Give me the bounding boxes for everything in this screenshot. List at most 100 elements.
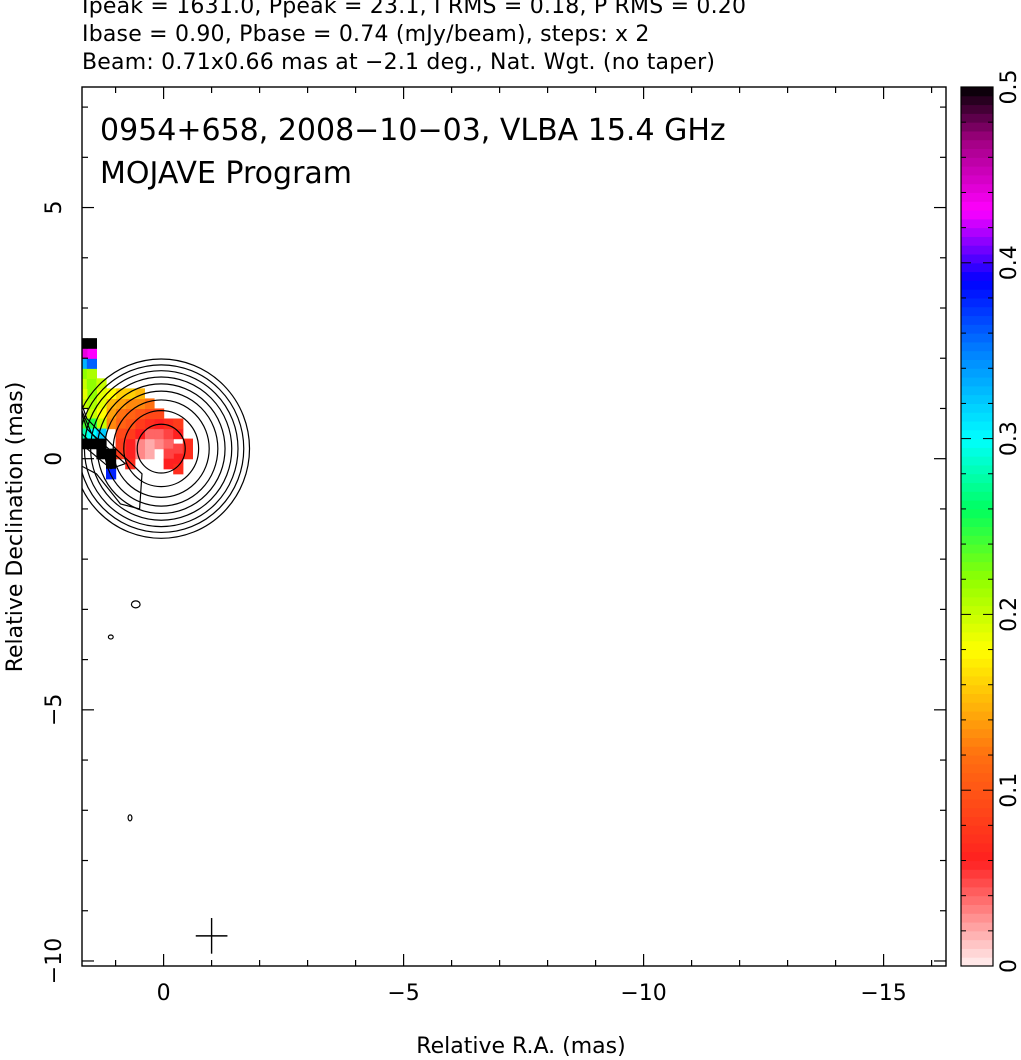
colorbar-band xyxy=(961,421,993,431)
colorbar-band xyxy=(961,878,993,888)
polarization-cell xyxy=(96,388,107,400)
polarization-cell xyxy=(134,448,145,460)
core-contour xyxy=(90,376,233,521)
jet-contour xyxy=(82,409,126,470)
y-tick-label: 5 xyxy=(42,201,67,215)
polarization-cell xyxy=(106,448,117,460)
colorbar-band xyxy=(961,508,993,519)
polarization-cell xyxy=(115,408,126,420)
polarization-cell xyxy=(68,358,78,369)
colorbar-band xyxy=(961,605,993,615)
colorbar-tick-label: 0.4 xyxy=(997,245,1021,280)
colorbar-band xyxy=(961,517,993,527)
colorbar-band xyxy=(961,913,993,923)
colorbar-tick-label: 0.2 xyxy=(997,597,1021,632)
colorbar-band xyxy=(961,438,993,448)
colorbar-band xyxy=(961,377,993,387)
polarization-cell xyxy=(15,318,25,329)
polarization-cell xyxy=(125,418,136,430)
polarization-cell xyxy=(125,408,136,420)
y-tick-label: −5 xyxy=(42,694,67,726)
colorbar-band xyxy=(961,315,993,325)
contour-island xyxy=(0,816,10,829)
colorbar-band xyxy=(961,368,993,378)
axis-ticks xyxy=(82,87,946,966)
polarization-cell xyxy=(68,388,78,399)
core-contour xyxy=(82,364,245,534)
colorbar-band xyxy=(961,755,993,765)
colorbar-band xyxy=(961,790,993,800)
colorbar-band xyxy=(961,350,993,360)
polarization-cell xyxy=(115,428,126,440)
polarization-cell xyxy=(144,438,155,450)
polarization-cell xyxy=(134,438,145,450)
colorbar-band xyxy=(961,236,993,246)
colorbar-band xyxy=(961,658,993,668)
polarization-cell xyxy=(20,308,30,319)
colorbar-band xyxy=(961,482,993,492)
polarization-cell xyxy=(134,418,145,430)
polarization-cell xyxy=(82,358,88,369)
polarization-cell xyxy=(144,448,155,460)
colorbar-band xyxy=(961,834,993,844)
colorbar-band xyxy=(961,403,993,413)
fractional-polarization-layer xyxy=(15,308,193,480)
core-contour xyxy=(123,410,200,488)
contour-island xyxy=(127,814,133,822)
colorbar-band xyxy=(961,473,993,484)
colorbar-band xyxy=(961,227,993,237)
x-axis-label: Relative R.A. (mas) xyxy=(416,1034,625,1059)
colorbar-band xyxy=(961,544,993,554)
colorbar-band xyxy=(961,807,993,818)
polarization-cell xyxy=(86,348,97,359)
colorbar-band xyxy=(961,588,993,598)
core-contour xyxy=(136,423,186,474)
beam-marker xyxy=(195,918,228,954)
polarization-cell xyxy=(154,428,165,440)
chart-title: 0954+658, 2008−10−03, VLBA 15.4 GHz xyxy=(100,113,726,148)
polarization-cell xyxy=(163,448,174,460)
polarization-cell xyxy=(163,438,174,450)
colorbar-band xyxy=(961,684,993,695)
colorbar-band xyxy=(961,675,993,686)
colorbar-band xyxy=(961,570,993,580)
polarization-cell xyxy=(82,338,88,349)
colorbar-band xyxy=(961,166,993,176)
colorbar-band xyxy=(961,324,993,334)
colorbar-band xyxy=(961,825,993,835)
colorbar: 0 0.1 0.2 0.3 0.4 0.5 xyxy=(960,70,1021,973)
polarization-cell xyxy=(115,398,126,410)
polarization-cell xyxy=(68,408,78,419)
polarization-cell xyxy=(163,418,174,430)
polarization-cell xyxy=(144,418,155,430)
colorbar-band xyxy=(961,860,993,870)
polarization-cell xyxy=(82,368,88,379)
colorbar-band xyxy=(961,869,993,879)
colorbar-band xyxy=(961,948,993,958)
colorbar-band xyxy=(961,667,993,677)
colorbar-band xyxy=(961,711,993,721)
colorbar-band xyxy=(961,271,993,281)
polarization-cell xyxy=(106,418,117,430)
polarization-cell xyxy=(106,388,117,400)
polarization-cell xyxy=(96,398,107,410)
polarization-cell xyxy=(125,398,136,410)
colorbar-band xyxy=(961,183,993,193)
colorbar-band xyxy=(961,614,993,624)
colorbar-band xyxy=(961,218,993,229)
colorbar-band xyxy=(961,429,993,440)
colorbar-band xyxy=(961,922,993,932)
y-tick-label: 0 xyxy=(42,452,67,466)
colorbar-band xyxy=(961,561,993,571)
polarization-cell xyxy=(144,408,155,420)
colorbar-band xyxy=(961,702,993,712)
x-tick-label: −10 xyxy=(620,981,666,1006)
polarization-cell xyxy=(144,428,155,440)
colorbar-band xyxy=(961,816,993,826)
colorbar-band xyxy=(961,447,993,457)
colorbar-band xyxy=(961,130,993,141)
colorbar-band xyxy=(961,772,993,782)
x-tick-label: −5 xyxy=(387,981,419,1006)
colorbar-band xyxy=(961,895,993,905)
